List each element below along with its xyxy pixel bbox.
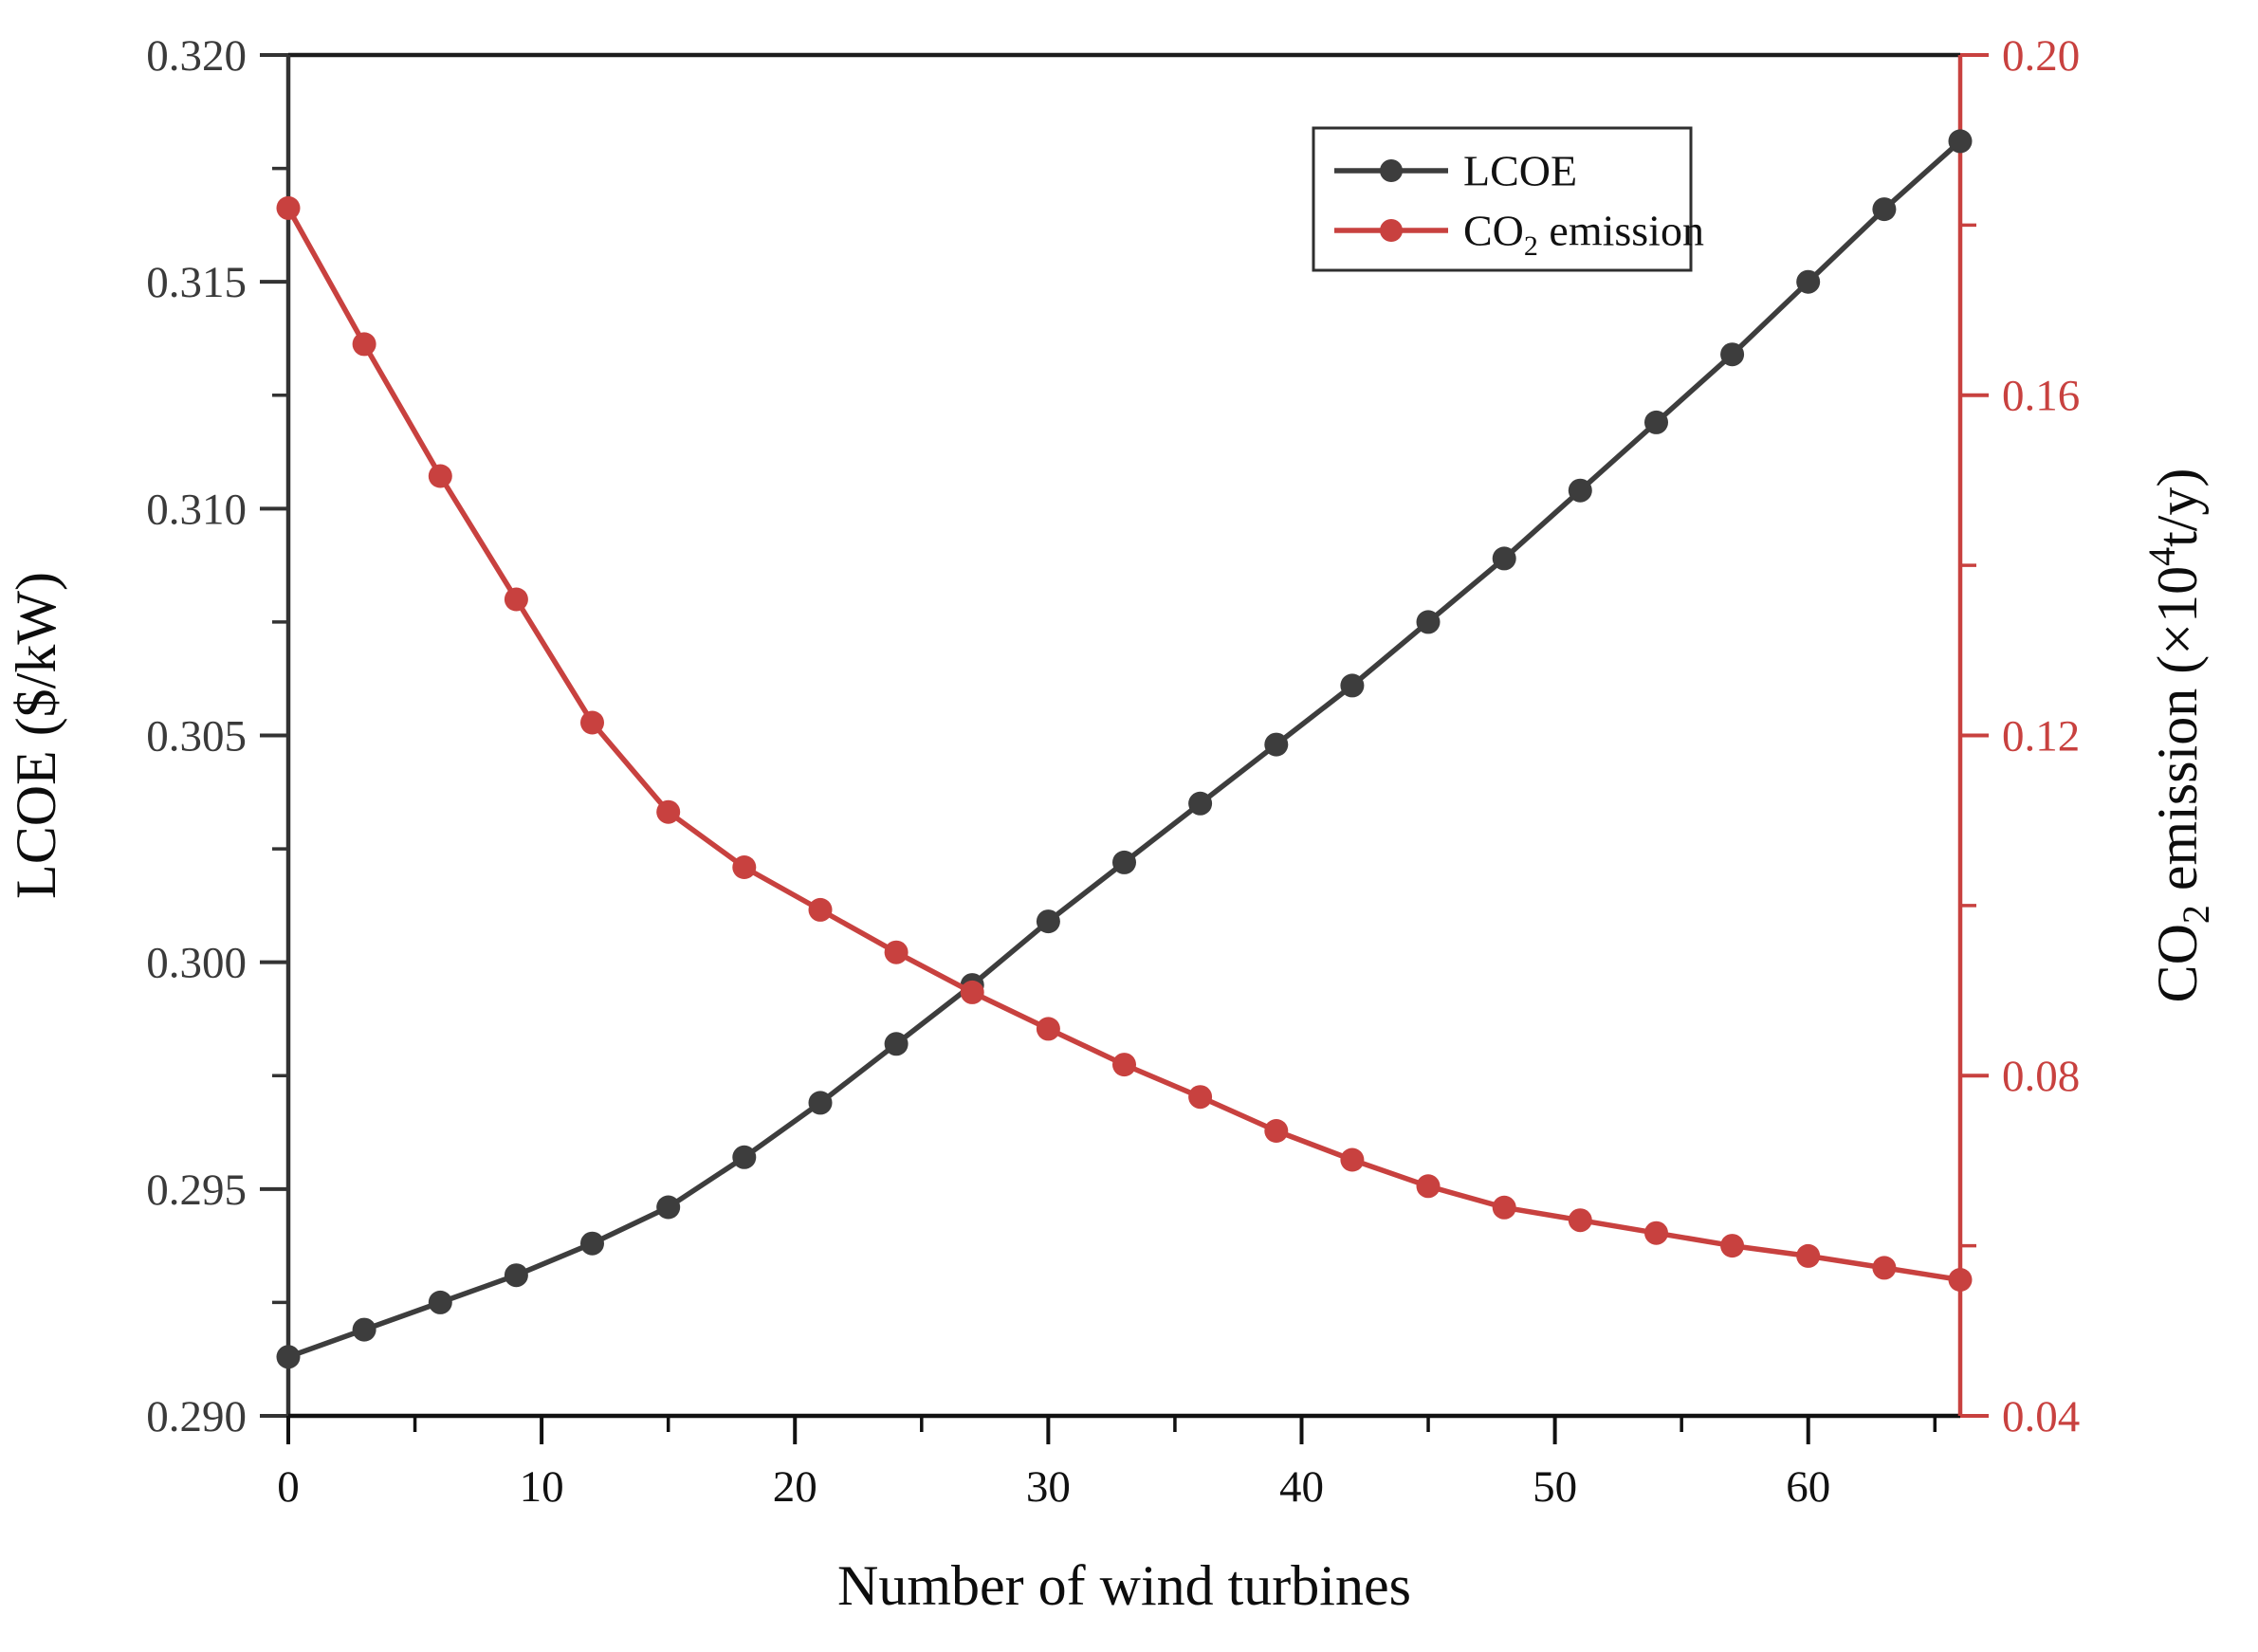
lcoe-marker [808, 1091, 833, 1115]
left-tick-label: 0.295 [146, 1166, 247, 1215]
co2-emission-marker [1948, 1268, 1973, 1292]
co2-emission-marker [808, 897, 833, 922]
left-axis-title: LCOE ($/kW) [5, 572, 67, 899]
x-tick-label: 50 [1533, 1462, 1577, 1512]
co2-emission-marker [504, 587, 528, 612]
right-axis-title: CO2 emission (×104t/y) [2140, 468, 2217, 1003]
lcoe-marker [1492, 546, 1516, 571]
co2-emission-marker [1492, 1195, 1516, 1220]
lcoe-marker [504, 1263, 528, 1288]
lcoe-line [285, 138, 1963, 1360]
left-tick-label: 0.320 [146, 31, 247, 81]
co2-emission-marker [352, 332, 376, 357]
x-axis-title: Number of wind turbines [837, 1554, 1411, 1617]
left-tick-label: 0.300 [146, 939, 247, 988]
co2-emission-marker [1872, 1256, 1897, 1280]
lcoe-marker [1264, 732, 1289, 757]
right-tick-label: 0.08 [2002, 1052, 2080, 1101]
co2-emission-marker [960, 980, 984, 1004]
legend-item-lcoe: LCOE [1334, 147, 1577, 195]
x-tick-label: 40 [1279, 1462, 1324, 1512]
legend-item-co2-emission: CO2 emission [1334, 207, 1704, 262]
lcoe-marker [1872, 197, 1897, 222]
legend-sample-marker [1380, 219, 1403, 242]
co2-emission-marker [276, 195, 301, 220]
x-tick-label: 30 [1026, 1462, 1071, 1512]
legend-label: CO2 emission [1463, 207, 1704, 262]
co2-emission-marker [1188, 1085, 1213, 1110]
co2-emission-marker [1568, 1208, 1592, 1233]
co2-emission-marker [656, 799, 681, 824]
lcoe-marker [580, 1231, 604, 1256]
right-tick-label: 0.12 [2002, 711, 2080, 761]
co2-emission-marker [580, 710, 604, 735]
lcoe-marker [352, 1317, 376, 1342]
co2-emission-marker [1264, 1119, 1289, 1143]
left-tick-label: 0.305 [146, 711, 247, 761]
co2-emission-marker [1340, 1147, 1365, 1172]
lcoe-marker [428, 1290, 452, 1314]
co2-emission-marker [732, 855, 757, 879]
legend-label: LCOE [1463, 147, 1577, 195]
lcoe-marker [1340, 673, 1365, 698]
lcoe-marker [1720, 342, 1745, 367]
lcoe-marker [732, 1145, 757, 1169]
right-tick-label: 0.16 [2002, 372, 2080, 421]
co2-emission-marker [428, 464, 452, 488]
left-tick-label: 0.290 [146, 1392, 247, 1441]
co2-emission-marker [884, 940, 909, 964]
lcoe-marker [1796, 269, 1821, 294]
co2-emission-marker [1112, 1053, 1136, 1077]
lcoe-marker [1188, 791, 1213, 816]
legend-box [1312, 126, 1693, 272]
lcoe-marker [1036, 909, 1060, 934]
co2-emission-marker [1796, 1243, 1821, 1268]
co2-emission-line [285, 205, 1963, 1283]
x-tick-label: 10 [520, 1462, 564, 1512]
right-tick-label: 0.20 [2002, 31, 2080, 81]
x-tick-label: 0 [277, 1462, 300, 1512]
lcoe-marker [1112, 850, 1136, 874]
lcoe-marker [276, 1345, 301, 1369]
co2-emission-marker [1416, 1174, 1441, 1199]
lcoe-marker [1644, 410, 1668, 434]
x-tick-label: 20 [773, 1462, 817, 1512]
co2-emission-marker [1644, 1221, 1668, 1245]
lcoe-marker [1568, 478, 1592, 503]
co2-emission-marker [1720, 1234, 1745, 1258]
lcoe-marker [1948, 129, 1973, 154]
legend: LCOE CO2 emission [1312, 126, 1704, 272]
left-tick-label: 0.315 [146, 258, 247, 307]
co2-emission-marker [1036, 1017, 1060, 1041]
left-tick-label: 0.310 [146, 485, 247, 534]
legend-sample-marker [1380, 159, 1403, 182]
lcoe-marker [1416, 610, 1441, 634]
lcoe-marker [656, 1195, 681, 1220]
x-tick-label: 60 [1786, 1462, 1830, 1512]
lcoe-marker [884, 1032, 909, 1056]
right-tick-label: 0.04 [2002, 1392, 2080, 1441]
